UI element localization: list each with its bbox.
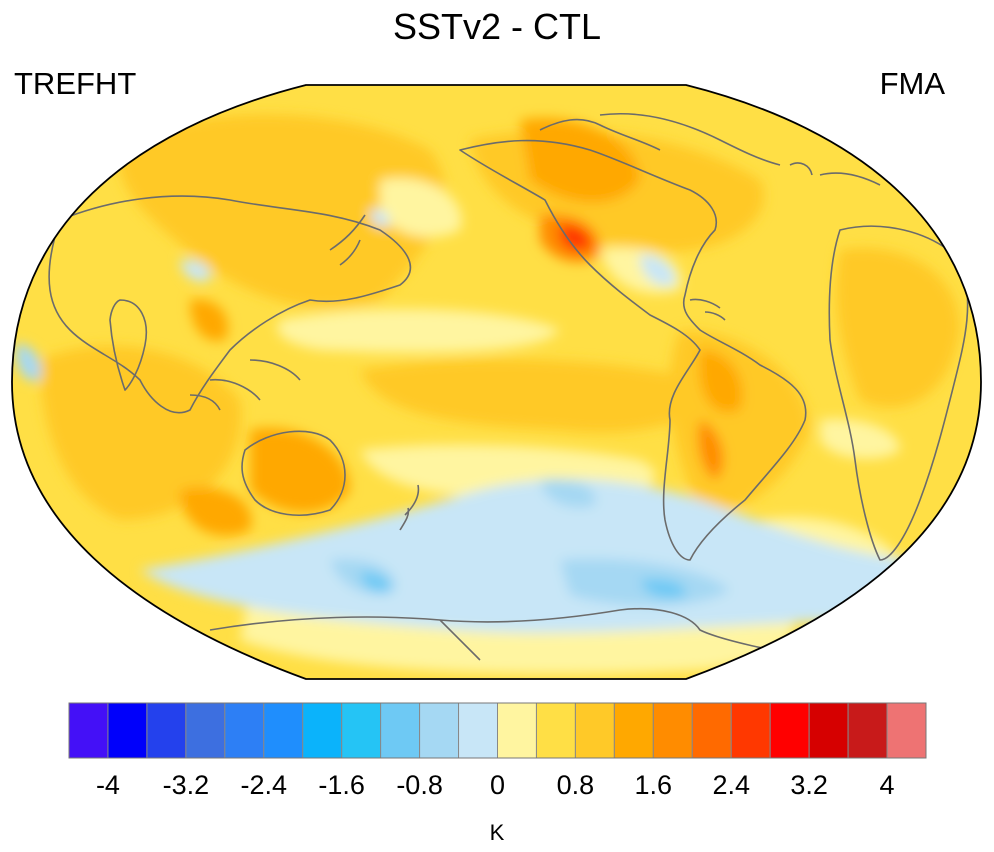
colorbar-swatch bbox=[263, 702, 304, 759]
map-boundary bbox=[11, 84, 982, 680]
temperature-field bbox=[12, 85, 981, 679]
colorbar-tick-label: 0 bbox=[489, 770, 506, 800]
colorbar-swatch bbox=[730, 702, 771, 759]
colorbar-swatch bbox=[652, 702, 693, 759]
colorbar-swatch bbox=[613, 702, 654, 759]
world-map bbox=[11, 84, 982, 680]
colorbar-tick-label: 0.8 bbox=[556, 770, 595, 800]
colorbar-swatch bbox=[497, 702, 537, 759]
colorbar-swatch bbox=[808, 702, 849, 759]
colorbar-swatch bbox=[380, 702, 421, 759]
plot-title: SSTv2 - CTL bbox=[392, 6, 602, 47]
colorbar-swatch bbox=[847, 702, 888, 759]
colorbar-swatch bbox=[419, 702, 460, 759]
colorbar-swatch bbox=[107, 702, 148, 759]
colorbar-tick-label: -2.4 bbox=[240, 770, 288, 800]
colorbar-swatch bbox=[691, 702, 732, 759]
colorbar-tick-label: -1.6 bbox=[318, 770, 365, 800]
colorbar-tick-label: -4 bbox=[95, 770, 120, 800]
colorbar-swatch bbox=[224, 702, 265, 759]
colorbar-swatch bbox=[769, 702, 810, 759]
colorbar-swatch bbox=[458, 702, 498, 759]
colorbar-tick-label: 2.4 bbox=[712, 770, 750, 800]
variable-label: TREFHT bbox=[14, 66, 137, 101]
colorbar-tick-label: 4 bbox=[879, 770, 895, 800]
colorbar-tick-label: 1.6 bbox=[634, 770, 673, 800]
colorbar-swatch bbox=[185, 702, 226, 759]
colorbar-tick-label: 3.2 bbox=[790, 770, 828, 800]
colorbar-swatch bbox=[535, 702, 576, 759]
colorbar-tick-label: -0.8 bbox=[396, 770, 443, 800]
units-label: K bbox=[489, 820, 505, 845]
season-label: FMA bbox=[879, 66, 945, 101]
colorbar-swatch bbox=[886, 702, 927, 759]
colorbar-swatch bbox=[68, 702, 109, 759]
colorbar-swatch bbox=[302, 702, 343, 759]
colorbar-frame bbox=[68, 702, 927, 759]
colorbar-swatch bbox=[146, 702, 187, 759]
colorbar-swatch bbox=[341, 702, 382, 759]
colorbar-tick-label: -3.2 bbox=[162, 770, 210, 800]
colorbar-swatch bbox=[574, 702, 615, 759]
